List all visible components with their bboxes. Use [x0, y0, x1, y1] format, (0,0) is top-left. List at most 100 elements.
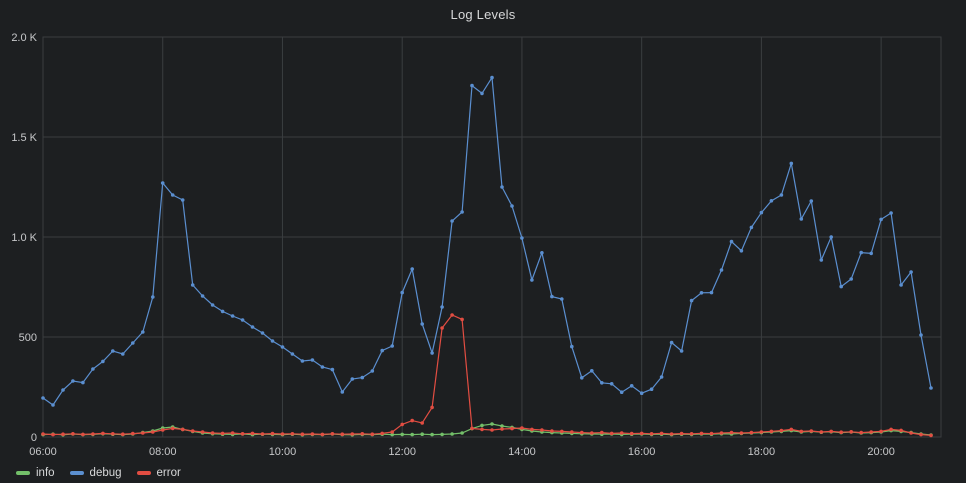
data-point-debug[interactable] — [71, 379, 75, 383]
data-point-error[interactable] — [170, 426, 175, 431]
data-point-debug[interactable] — [889, 211, 893, 215]
data-point-error[interactable] — [540, 428, 544, 432]
data-point-debug[interactable] — [629, 384, 634, 388]
data-point-debug[interactable] — [300, 359, 305, 363]
data-point-error[interactable] — [121, 432, 125, 437]
data-point-error[interactable] — [480, 427, 484, 432]
data-point-error[interactable] — [450, 313, 454, 317]
data-point-debug[interactable] — [470, 83, 474, 88]
data-point-debug[interactable] — [739, 249, 744, 253]
data-point-debug[interactable] — [540, 251, 544, 255]
data-point-debug[interactable] — [839, 284, 843, 289]
data-point-debug[interactable] — [370, 369, 375, 373]
data-point-error[interactable] — [510, 426, 514, 431]
data-point-debug[interactable] — [380, 348, 385, 353]
data-point-error[interactable] — [490, 428, 494, 432]
data-point-error[interactable] — [190, 429, 195, 433]
data-point-error[interactable] — [460, 317, 464, 322]
data-point-debug[interactable] — [41, 396, 45, 400]
data-point-debug[interactable] — [111, 349, 115, 353]
data-point-debug[interactable] — [729, 239, 734, 244]
data-point-debug[interactable] — [420, 322, 425, 326]
data-point-error[interactable] — [240, 432, 245, 436]
data-point-debug[interactable] — [759, 210, 764, 215]
data-point-debug[interactable] — [679, 349, 684, 353]
data-point-debug[interactable] — [490, 75, 494, 80]
data-point-error[interactable] — [929, 433, 933, 438]
data-point-error[interactable] — [689, 432, 694, 436]
data-point-error[interactable] — [639, 431, 644, 436]
data-point-debug[interactable] — [819, 258, 824, 262]
data-point-debug[interactable] — [230, 314, 235, 318]
data-point-debug[interactable] — [500, 185, 504, 189]
data-point-debug[interactable] — [460, 210, 464, 214]
data-point-error[interactable] — [649, 432, 654, 436]
data-point-debug[interactable] — [350, 377, 355, 381]
data-point-error[interactable] — [300, 432, 305, 437]
data-point-debug[interactable] — [659, 375, 664, 379]
data-point-error[interactable] — [230, 431, 235, 435]
data-point-error[interactable] — [849, 430, 853, 434]
data-point-error[interactable] — [520, 426, 524, 430]
data-point-error[interactable] — [141, 431, 145, 435]
data-point-debug[interactable] — [550, 294, 554, 299]
data-point-error[interactable] — [210, 431, 215, 435]
data-point-debug[interactable] — [779, 193, 784, 197]
data-point-error[interactable] — [380, 431, 385, 436]
data-point-error[interactable] — [669, 432, 674, 436]
data-point-info[interactable] — [400, 432, 405, 437]
data-point-error[interactable] — [629, 431, 634, 436]
data-point-error[interactable] — [600, 430, 604, 435]
data-point-error[interactable] — [420, 421, 425, 425]
data-point-debug[interactable] — [340, 390, 345, 394]
data-point-error[interactable] — [270, 431, 275, 436]
data-point-debug[interactable] — [250, 325, 255, 329]
data-point-error[interactable] — [839, 430, 843, 435]
data-point-debug[interactable] — [220, 309, 225, 314]
data-point-debug[interactable] — [749, 225, 754, 230]
data-point-error[interactable] — [809, 429, 814, 433]
data-point-error[interactable] — [360, 432, 365, 436]
data-point-error[interactable] — [200, 430, 205, 434]
data-point-debug[interactable] — [131, 341, 135, 345]
data-point-error[interactable] — [779, 428, 784, 433]
data-point-error[interactable] — [889, 427, 893, 432]
data-point-debug[interactable] — [91, 367, 95, 371]
data-point-debug[interactable] — [669, 340, 674, 345]
data-point-debug[interactable] — [101, 359, 105, 364]
data-point-error[interactable] — [41, 432, 45, 436]
data-point-debug[interactable] — [310, 358, 315, 362]
data-point-debug[interactable] — [520, 236, 524, 240]
data-point-error[interactable] — [61, 432, 65, 437]
data-point-info[interactable] — [410, 432, 415, 437]
data-point-debug[interactable] — [859, 250, 863, 255]
data-point-error[interactable] — [410, 418, 415, 423]
data-point-debug[interactable] — [330, 367, 335, 372]
data-point-error[interactable] — [330, 432, 335, 436]
data-point-debug[interactable] — [829, 235, 833, 239]
data-point-error[interactable] — [280, 432, 285, 436]
data-point-debug[interactable] — [600, 381, 604, 385]
data-point-info[interactable] — [420, 432, 425, 437]
data-point-error[interactable] — [759, 430, 764, 434]
data-point-error[interactable] — [131, 431, 135, 436]
data-point-error[interactable] — [71, 432, 75, 436]
data-point-debug[interactable] — [510, 204, 514, 208]
legend-item-debug[interactable]: debug — [69, 467, 122, 479]
data-point-debug[interactable] — [649, 387, 654, 392]
data-point-error[interactable] — [250, 431, 255, 436]
data-point-debug[interactable] — [530, 278, 534, 282]
data-point-debug[interactable] — [899, 283, 903, 287]
data-point-debug[interactable] — [280, 345, 285, 349]
data-point-debug[interactable] — [360, 375, 365, 380]
data-point-error[interactable] — [619, 431, 624, 435]
data-point-error[interactable] — [729, 430, 734, 435]
data-point-debug[interactable] — [929, 386, 933, 390]
data-point-info[interactable] — [390, 432, 395, 437]
data-point-debug[interactable] — [560, 297, 564, 301]
data-point-debug[interactable] — [240, 318, 245, 322]
data-point-debug[interactable] — [480, 91, 484, 96]
data-point-debug[interactable] — [400, 290, 405, 295]
data-point-debug[interactable] — [909, 270, 913, 274]
data-point-error[interactable] — [51, 432, 55, 437]
